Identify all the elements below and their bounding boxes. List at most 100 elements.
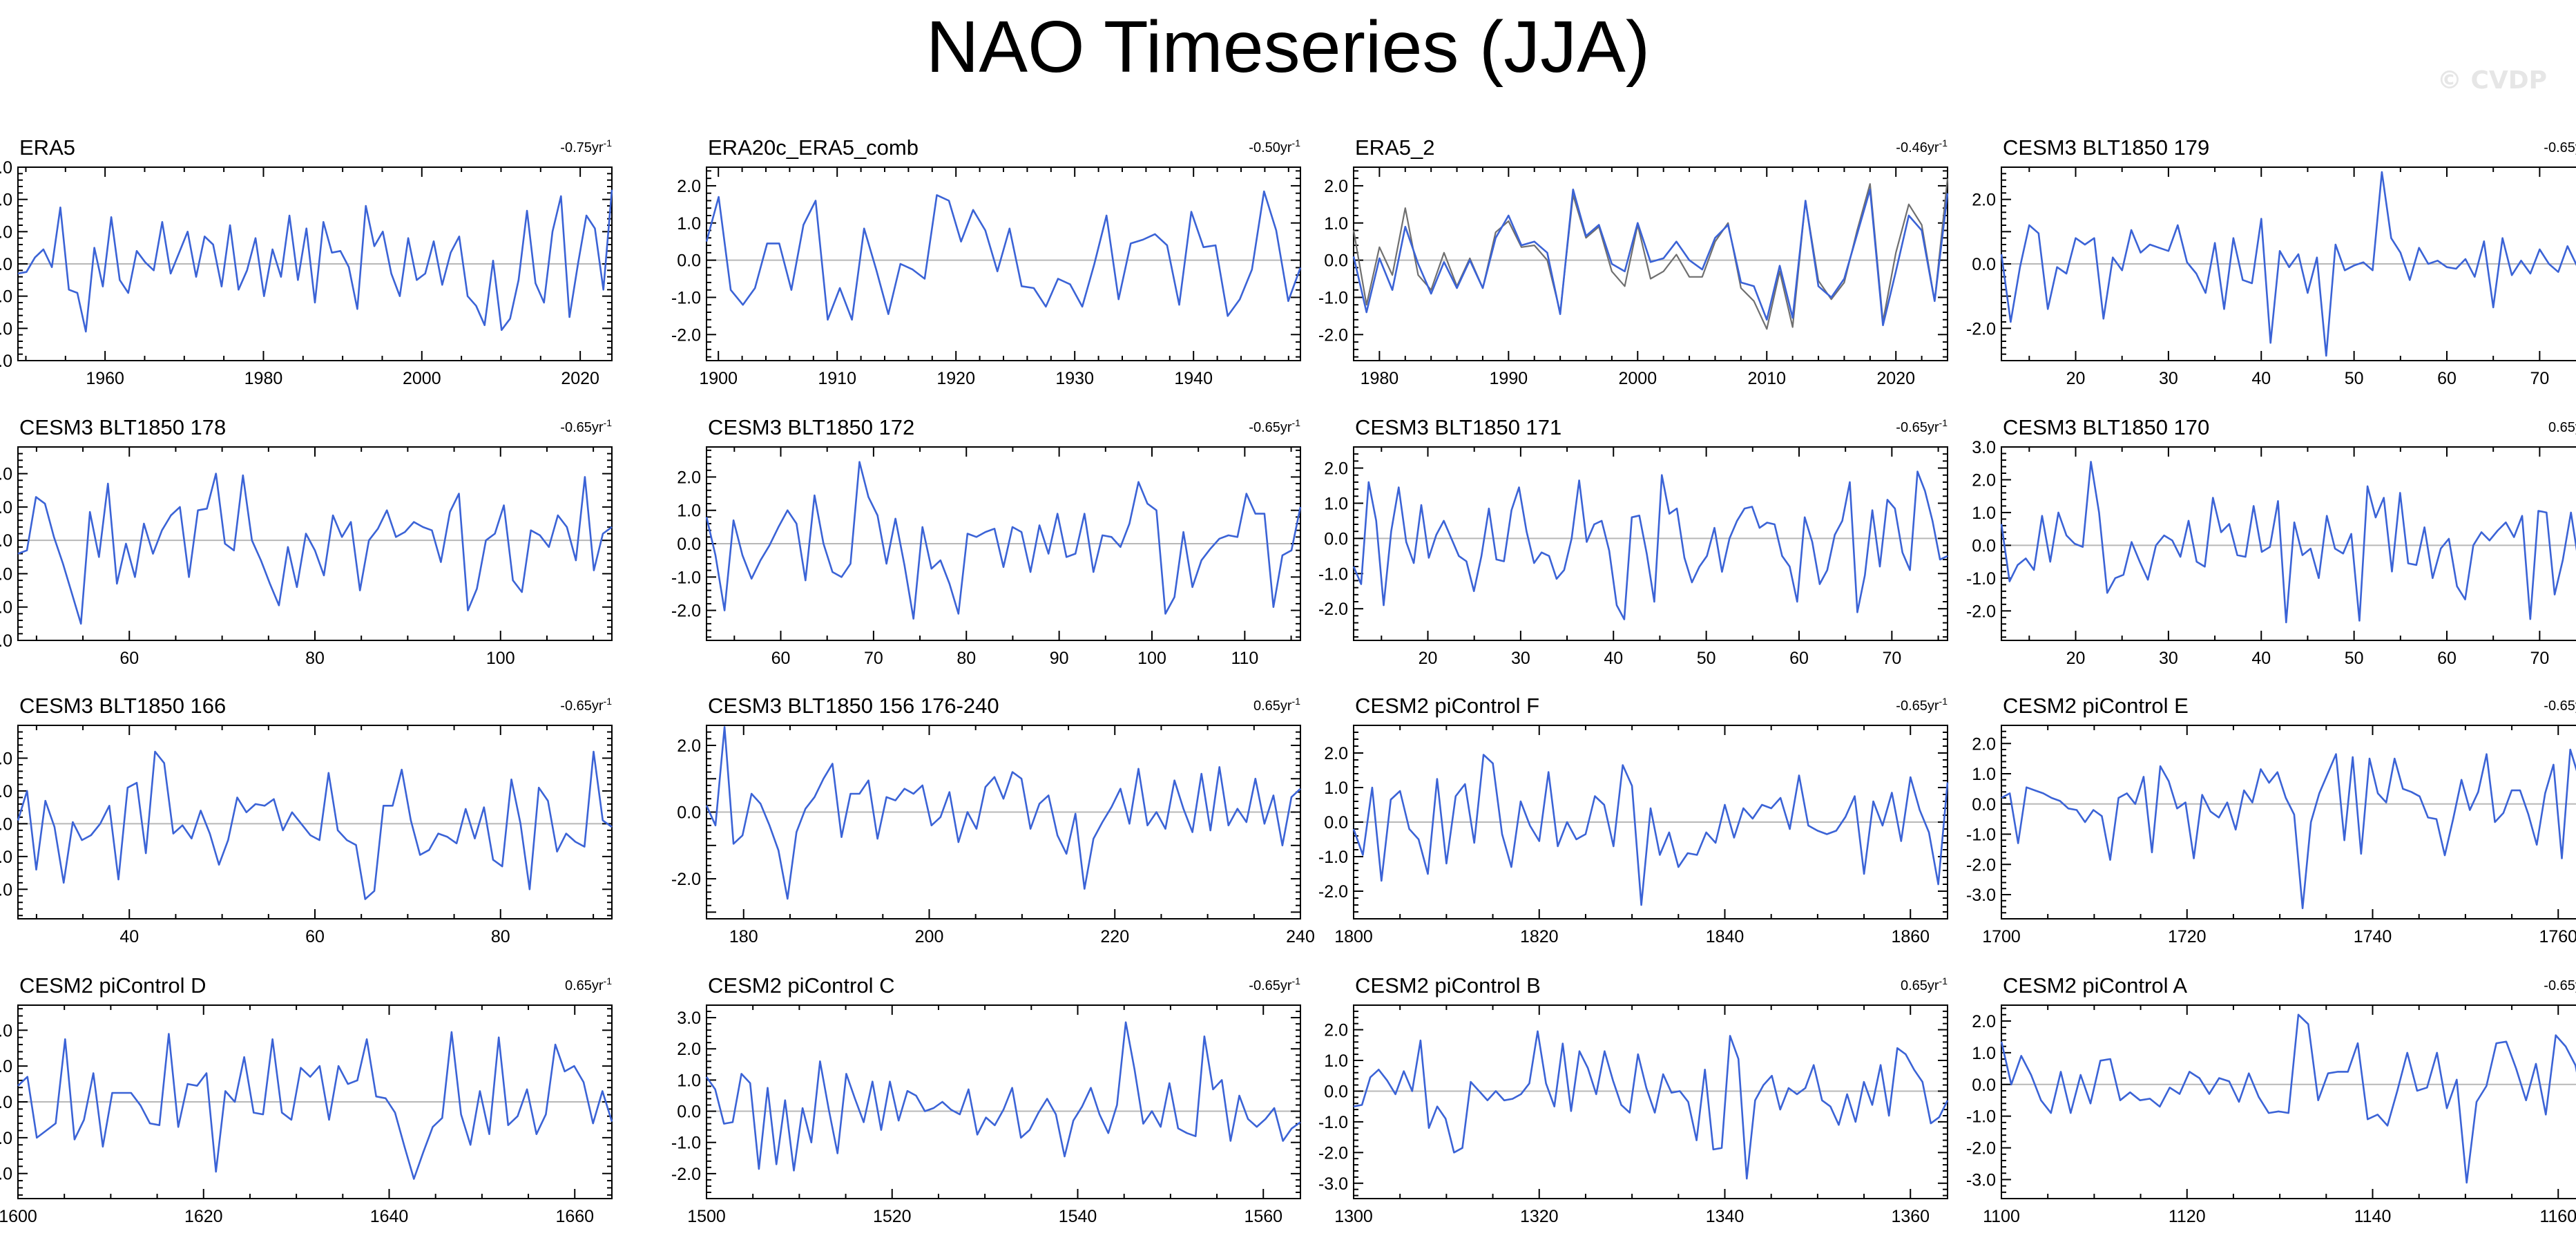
x-tick-label: 20 [2066, 649, 2086, 668]
trend-exponent: -1 [1939, 975, 1948, 987]
panel-title: CESM3 BLT1850 172 [708, 415, 914, 439]
series-line [2001, 748, 2576, 909]
y-tick-label: 0.0 [677, 803, 701, 823]
x-tick-label: 1600 [0, 1207, 37, 1226]
x-tick-label: 80 [305, 649, 325, 668]
x-tick-label: 70 [1882, 649, 1901, 668]
y-tick-label: -1.0 [1318, 288, 1348, 307]
x-tick-label: 60 [2437, 649, 2457, 668]
panel-title: CESM3 BLT1850 171 [1355, 415, 1561, 439]
y-tick-label: 1.0 [677, 502, 701, 521]
panel-title: ERA5_2 [1355, 135, 1434, 160]
y-tick-label: -2.0 [0, 1165, 12, 1184]
y-tick-label: 0.0 [1324, 1082, 1348, 1101]
panel-title: CESM2 piControl C [708, 973, 894, 998]
y-tick-label: 0.0 [1972, 536, 1996, 555]
trend-label: -0.65yr-1 [560, 696, 612, 714]
y-tick-label: 0.0 [677, 535, 701, 554]
y-tick-label: -2.0 [671, 325, 701, 345]
x-tick-label: 50 [1697, 649, 1716, 668]
series-line [17, 750, 613, 900]
y-tick-label: 2.0 [677, 736, 701, 756]
panel-title: CESM2 piControl A [2003, 973, 2187, 998]
x-tick-label: 30 [1511, 649, 1530, 668]
x-tick-label: 1720 [2168, 927, 2207, 946]
y-tick-label: 2.0 [1972, 734, 1996, 754]
plot-frame [17, 725, 613, 919]
y-tick-label: -2.0 [0, 880, 12, 899]
y-tick-label: 2.0 [1324, 744, 1348, 763]
x-tick-label: 1620 [184, 1207, 223, 1226]
plot-frame [1353, 446, 1948, 641]
chart-panel: CESM3 BLT1850 179 -0.65yr-1 20 30 40 50 60 70 2.… [1966, 135, 2576, 388]
panel-title: ERA5 [19, 135, 75, 160]
chart-panel: CESM3 BLT1850 170 0.65yr-1 20 30 40 50 60 70 3.0… [1966, 415, 2576, 668]
y-tick-label: -2.0 [1318, 325, 1348, 345]
x-tick-label: 1900 [699, 369, 738, 388]
y-tick-label: 2.0 [0, 1021, 12, 1040]
y-tick-label: -1.0 [671, 288, 701, 307]
y-tick-label: 3.0 [1972, 438, 1996, 457]
x-tick-label: 1560 [1244, 1207, 1282, 1226]
chart-panel: CESM3 BLT1850 178 -0.65yr-1 60 80 100 2.0 1.0 0… [0, 415, 613, 668]
trend-label: -0.65yr-1 [1249, 975, 1300, 993]
x-tick-label: 80 [491, 927, 510, 946]
y-tick-label: -2.0 [0, 319, 12, 339]
y-tick-label: 2.0 [677, 1040, 701, 1059]
x-tick-label: 1800 [1334, 927, 1373, 946]
panel-title: CESM3 BLT1850 178 [19, 415, 226, 439]
x-tick-label: 1980 [244, 369, 283, 388]
y-tick-label: 2.0 [1324, 459, 1348, 479]
x-tick-label: 1760 [2539, 927, 2576, 946]
y-tick-label: -3.0 [0, 631, 12, 651]
x-tick-label: 1960 [86, 369, 124, 388]
trend-label: -0.65yr-1 [2544, 696, 2576, 714]
x-tick-label: 1910 [818, 369, 856, 388]
trend-label: -0.65yr-1 [1249, 417, 1300, 435]
y-tick-label: 2.0 [0, 465, 12, 484]
plot-frame [706, 725, 1301, 919]
series-line [1353, 1030, 1949, 1180]
panel-title: CESM3 BLT1850 156 176-240 [708, 694, 999, 718]
plot-frame [2001, 446, 2576, 641]
x-tick-label: 220 [1100, 927, 1129, 946]
chart-panel: ERA20c_ERA5_comb -0.50yr-1 1900 1910 1920 193… [671, 135, 1302, 388]
trend-exponent: -1 [1939, 417, 1948, 428]
chart-panel: CESM2 piControl E -0.65yr-1 1700 1720 1740 17… [1966, 694, 2576, 946]
y-tick-label: 1.0 [0, 498, 12, 517]
x-tick-label: 70 [2530, 649, 2549, 668]
y-tick-label: 0.0 [1324, 813, 1348, 832]
y-tick-label: -3.0 [0, 352, 12, 371]
panel-title: CESM2 piControl E [2003, 694, 2189, 718]
y-tick-label: -2.0 [671, 602, 701, 621]
y-tick-label: 2.0 [0, 749, 12, 768]
x-tick-label: 30 [2159, 649, 2178, 668]
y-tick-label: 1.0 [1324, 494, 1348, 513]
trend-label: -0.65yr-1 [560, 417, 612, 435]
x-tick-label: 60 [305, 927, 325, 946]
panel-title: CESM3 BLT1850 166 [19, 694, 226, 718]
observed-series-line [1352, 178, 1949, 330]
x-tick-label: 1840 [1706, 927, 1744, 946]
x-tick-label: 1540 [1059, 1207, 1097, 1226]
x-tick-label: 1500 [687, 1207, 726, 1226]
chart-panel: CESM2 piControl C -0.65yr-1 1500 1520 1540 15… [671, 973, 1301, 1226]
x-tick-label: 90 [1050, 649, 1069, 668]
series-line [705, 726, 1301, 900]
y-tick-label: 1.0 [0, 222, 12, 242]
y-tick-label: 1.0 [677, 1071, 701, 1090]
y-tick-label: 2.0 [0, 191, 12, 210]
series-line [17, 1031, 613, 1180]
panel-title: ERA20c_ERA5_comb [708, 135, 919, 160]
x-tick-label: 40 [1604, 649, 1623, 668]
x-tick-label: 40 [2251, 649, 2271, 668]
y-tick-label: 1.0 [1972, 1044, 1996, 1063]
y-tick-label: 2.0 [1324, 177, 1348, 196]
y-tick-label: -2.0 [671, 1165, 701, 1184]
x-tick-label: 100 [1137, 649, 1166, 668]
series-line [705, 190, 1302, 321]
trend-exponent: -1 [604, 417, 613, 428]
x-tick-label: 80 [957, 649, 976, 668]
x-tick-label: 1930 [1055, 369, 1094, 388]
trend-exponent: -1 [1292, 696, 1301, 707]
